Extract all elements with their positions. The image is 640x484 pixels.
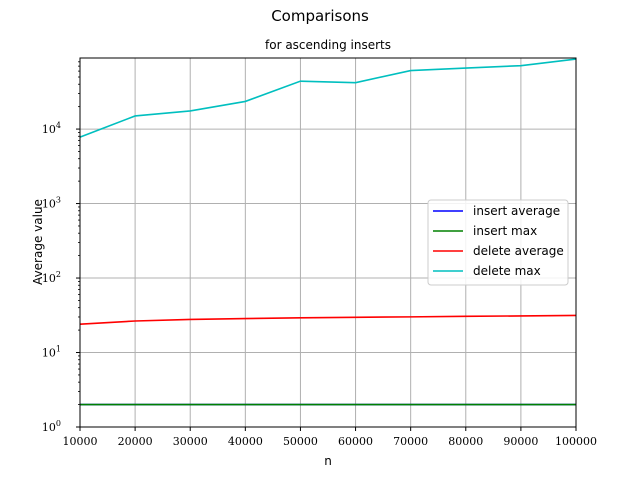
legend-box (427, 199, 569, 286)
y-tick-label: 101 (42, 345, 61, 360)
chart-subtitle: for ascending inserts (265, 38, 391, 52)
y-tick-label: 100 (42, 419, 61, 434)
x-tick-label: 90000 (503, 435, 538, 448)
x-tick-label: 70000 (393, 435, 428, 448)
legend-entry-label: insert max (473, 224, 537, 238)
x-tick-label: 50000 (283, 435, 318, 448)
x-tick-label: 100000 (555, 435, 597, 448)
x-tick-label: 60000 (338, 435, 373, 448)
x-axis-label: n (324, 454, 332, 468)
legend-entry-label: insert average (473, 204, 560, 218)
y-tick-label: 104 (42, 121, 61, 136)
legend: insert average insert max delete average de… (427, 199, 569, 286)
y-tick-exponent: 3 (56, 196, 61, 205)
y-tick-exponent: 2 (56, 270, 61, 279)
chart-title: Comparisons (271, 7, 369, 25)
x-tick-label: 10000 (63, 435, 98, 448)
x-axis-ticks: 10000 20000 30000 40000 50000 60000 70000 80000… (63, 427, 597, 448)
x-tick-label: 40000 (228, 435, 263, 448)
legend-entry-label: delete average (473, 244, 564, 258)
y-tick-exponent: 4 (56, 121, 61, 130)
series-lines (79, 58, 577, 406)
series-line-delete-average (79, 314, 577, 325)
y-axis-label: Average value (31, 199, 45, 285)
x-tick-label: 20000 (118, 435, 153, 448)
series-line-delete-max (79, 58, 577, 138)
x-tick-label: 30000 (173, 435, 208, 448)
x-tick-label: 80000 (448, 435, 483, 448)
y-tick-exponent: 1 (56, 345, 61, 354)
legend-entry-label: delete max (473, 264, 541, 278)
y-tick-exponent: 0 (56, 419, 61, 428)
